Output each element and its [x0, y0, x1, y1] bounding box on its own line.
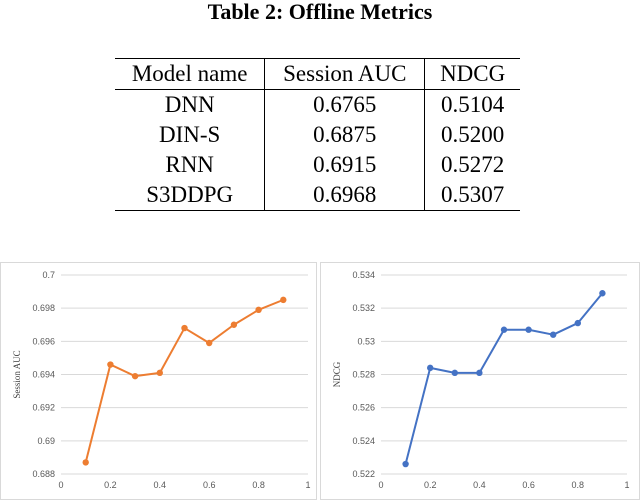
y-tick-label: 0.528	[352, 370, 375, 380]
data-point	[230, 321, 238, 328]
cell-ndcg: 0.5307	[441, 182, 505, 207]
cell-model: DIN-S	[115, 120, 266, 150]
cell-session-auc: 0.6875	[264, 120, 426, 150]
header-ndcg: NDCG	[440, 61, 506, 86]
table-header-row: Model name Session AUC NDCG	[115, 58, 520, 90]
offline-metrics-table: Model name Session AUC NDCG DNN 0.6765 0…	[115, 58, 520, 211]
cell-model: DNN	[115, 89, 266, 120]
data-point	[525, 326, 532, 333]
table-row: RNN 0.6915 0.5272	[115, 150, 520, 180]
data-point	[402, 460, 409, 468]
data-point	[451, 369, 458, 377]
data-point	[280, 296, 287, 304]
cell-ndcg: 0.5104	[441, 92, 505, 117]
table-row: S3DDPG 0.6968 0.5307	[115, 180, 520, 211]
y-tick-label: 0.53	[357, 336, 375, 346]
y-tick-label: 0.698	[32, 303, 55, 313]
table-caption: Table 2: Offline Metrics	[207, 0, 433, 24]
cell-ndcg: 0.5200	[441, 122, 505, 147]
session-auc-chart-panel: 0.688 0.69 0.692 0.694 0.696 0.698 0.7 0 0.2 0.4 0…	[0, 262, 317, 500]
header-model-name: Model name	[115, 58, 266, 90]
x-tick-label: 1	[624, 480, 629, 490]
cell-session-auc: 0.6968	[264, 180, 426, 211]
y-tick-label: 0.522	[352, 469, 375, 479]
session-auc-chart: 0.688 0.69 0.692 0.694 0.696 0.698 0.7 0 0.2 0.4 0…	[12, 270, 311, 490]
data-point	[500, 326, 508, 333]
y-axis-label: NDCG	[332, 361, 342, 387]
cell-ndcg: 0.5272	[441, 152, 505, 177]
cell-session-auc: 0.6765	[264, 89, 426, 120]
cell-session-auc: 0.6915	[264, 150, 426, 180]
data-point	[476, 369, 483, 377]
cell-model: RNN	[115, 150, 266, 180]
table-row: DIN-S 0.6875 0.5200	[115, 120, 520, 150]
data-point	[599, 290, 606, 297]
series-line	[404, 292, 604, 465]
series-line	[84, 298, 284, 463]
data-point	[181, 324, 188, 332]
y-tick-label: 0.534	[352, 270, 375, 280]
y-axis-label: Session AUC	[12, 350, 22, 398]
x-tick-label: 0.8	[252, 480, 265, 490]
y-tick-label: 0.688	[32, 469, 55, 479]
x-tick-label: 0	[378, 480, 383, 490]
x-tick-label: 0.6	[522, 480, 535, 490]
y-tick-label: 0.524	[352, 436, 375, 446]
x-tick-label: 0.2	[104, 480, 117, 490]
data-point	[156, 369, 163, 377]
data-point	[82, 459, 89, 466]
data-point	[574, 319, 581, 327]
x-tick-label: 0.6	[203, 480, 216, 490]
y-tick-label: 0.696	[32, 336, 55, 346]
ndcg-chart: 0.522 0.524 0.526 0.528 0.53 0.532 0.534 0 0.2 0.…	[332, 270, 630, 490]
y-tick-label: 0.532	[352, 303, 375, 313]
x-tick-label: 0	[58, 480, 63, 490]
data-point	[206, 339, 213, 347]
x-tick-label: 0.4	[473, 480, 486, 490]
y-tick-label: 0.7	[42, 270, 55, 280]
x-tick-label: 0.8	[572, 480, 585, 490]
data-point	[550, 331, 557, 338]
data-point	[131, 372, 139, 380]
ndcg-chart-panel: 0.522 0.524 0.526 0.528 0.53 0.532 0.534 0 0.2 0.…	[320, 262, 640, 500]
y-tick-label: 0.69	[37, 436, 55, 446]
y-tick-label: 0.694	[32, 370, 55, 380]
header-session-auc: Session AUC	[264, 58, 426, 90]
data-point	[107, 361, 114, 368]
y-tick-label: 0.526	[352, 403, 375, 413]
x-tick-label: 0.2	[424, 480, 437, 490]
y-tick-label: 0.692	[32, 403, 55, 413]
data-point	[255, 306, 262, 314]
x-tick-label: 0.4	[154, 480, 167, 490]
cell-model: S3DDPG	[115, 180, 266, 211]
data-point	[427, 364, 434, 372]
table-row: DNN 0.6765 0.5104	[115, 89, 520, 120]
x-tick-label: 1	[305, 480, 310, 490]
